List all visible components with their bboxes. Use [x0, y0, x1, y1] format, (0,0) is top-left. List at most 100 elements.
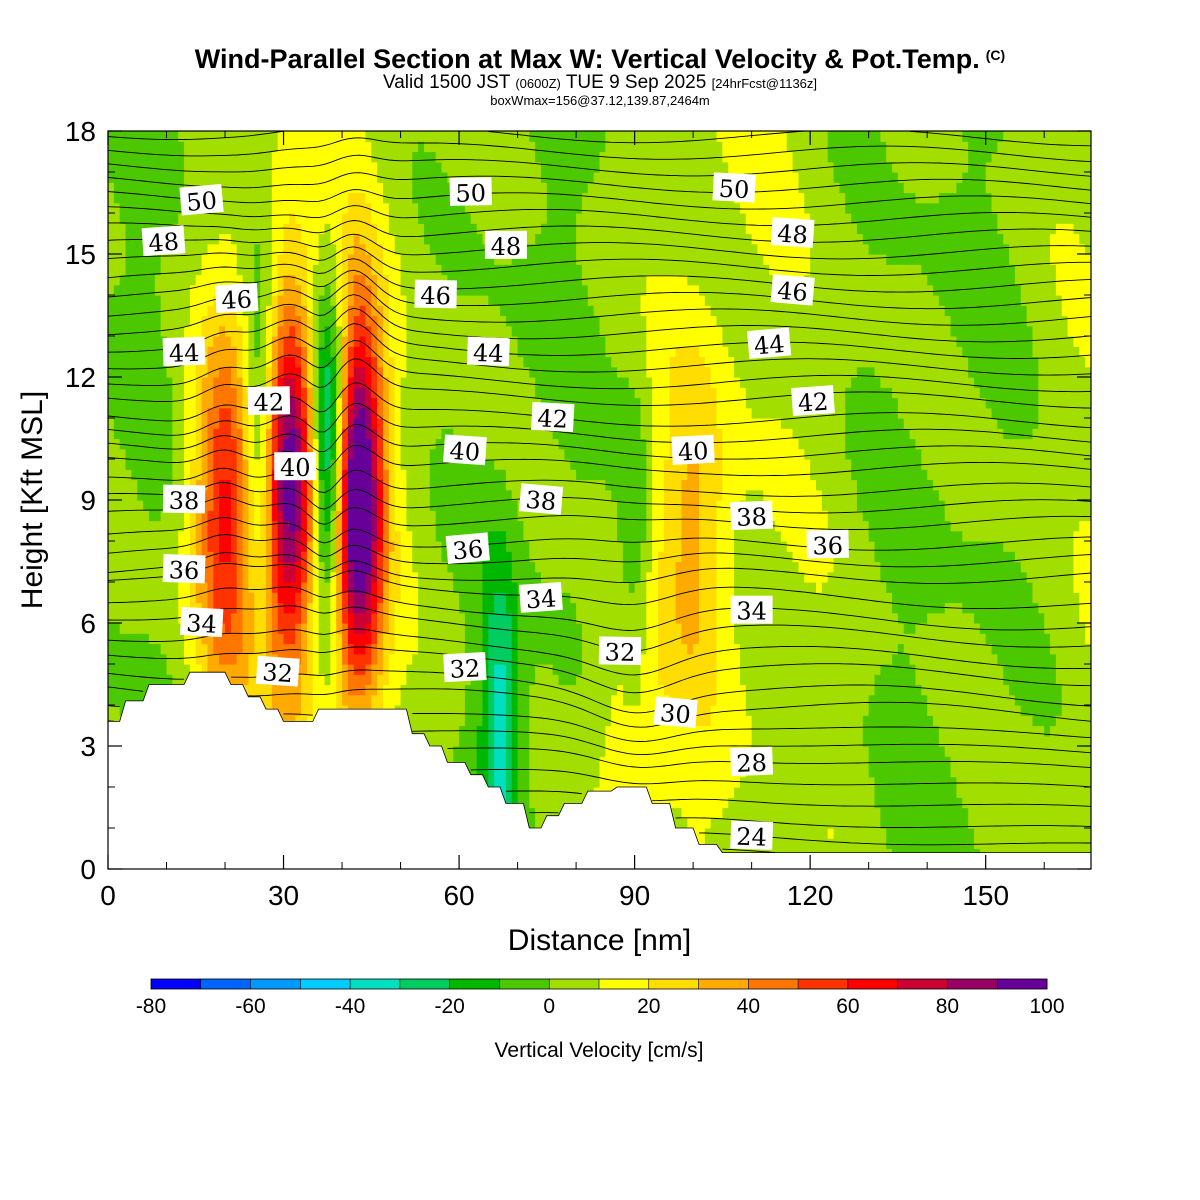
colorbar-tick-label: 40	[737, 995, 760, 1018]
theta-label: 46	[214, 283, 259, 315]
theta-contour-line	[108, 562, 1091, 610]
x-tick-label: 0	[100, 880, 116, 911]
theta-label-text: 40	[280, 454, 311, 482]
theta-contour-line	[108, 403, 1091, 444]
theta-contour-line	[108, 189, 1091, 210]
theta-label-text: 42	[797, 388, 829, 418]
x-tick-label: 120	[787, 880, 834, 911]
theta-label-text: 46	[221, 285, 253, 315]
colorbar-swatch	[847, 979, 899, 989]
theta-label-text: 40	[677, 437, 709, 467]
terrain-profile	[107, 671, 1092, 870]
theta-label-text: 30	[659, 699, 692, 730]
theta-label-text: 44	[753, 330, 786, 361]
theta-label-text: 38	[524, 486, 557, 517]
theta-label: 34	[518, 581, 563, 614]
theta-label: 38	[730, 500, 774, 532]
x-tick-label: 90	[619, 880, 650, 911]
y-tick-label: 3	[80, 731, 96, 762]
theta-label: 50	[712, 172, 756, 204]
theta-label: 48	[770, 217, 815, 250]
colorbar-swatch	[250, 979, 301, 989]
forecast-info: [24hrFcst@1136z]	[711, 76, 818, 91]
colorbar-tick-label: -40	[335, 995, 365, 1018]
theta-contour-line	[108, 323, 1091, 376]
theta-label: 44	[162, 336, 206, 368]
theta-label-text: 36	[812, 532, 843, 561]
colorbar-tick-label: -60	[235, 995, 265, 1018]
theta-label-text: 32	[604, 638, 635, 667]
theta-contour-line	[108, 646, 1091, 694]
y-tick-label: 15	[65, 239, 96, 270]
theta-label-text: 48	[491, 233, 522, 261]
theta-label: 46	[770, 274, 815, 307]
copyright-mark: (C)	[985, 47, 1006, 63]
theta-label-text: 32	[261, 658, 293, 688]
chart-title-text: Wind-Parallel Section at Max W: Vertical…	[194, 44, 980, 74]
x-axis-label: Distance [nm]	[508, 924, 691, 957]
valid-prefix: Valid 1500 JST	[382, 72, 511, 93]
colorbar-swatch	[748, 979, 799, 989]
y-tick-label: 18	[65, 116, 96, 147]
theta-label: 48	[141, 225, 186, 258]
theta-label: 44	[466, 336, 510, 368]
theta-label: 36	[445, 532, 490, 565]
theta-contour-line	[108, 339, 1091, 393]
colorbar-swatch	[698, 979, 749, 989]
theta-contour-line	[470, 768, 1091, 788]
theta-label-text: 42	[253, 388, 284, 417]
colorbar-swatch	[897, 979, 948, 989]
colorbar-tick-label: 0	[543, 995, 555, 1018]
theta-label: 32	[255, 655, 300, 688]
colorbar-swatch	[399, 979, 451, 989]
theta-contour-line	[108, 534, 1091, 568]
colorbar-label: Vertical Velocity [cm/s]	[495, 1039, 704, 1062]
theta-label-text: 34	[525, 584, 557, 614]
theta-label: 34	[179, 606, 224, 639]
colorbar-swatch	[151, 979, 202, 989]
theta-label-text: 32	[449, 654, 481, 684]
theta-contour-line	[108, 467, 1091, 497]
theta-label: 40	[443, 434, 487, 467]
theta-contours	[108, 131, 1091, 854]
y-tick-label: 9	[80, 485, 96, 516]
colorbar-swatch	[997, 979, 1048, 989]
theta-contour-line	[108, 294, 1091, 343]
theta-label: 40	[274, 452, 317, 482]
boxwmax-line: boxWmax=156@37.12,139.87,2464m	[490, 93, 710, 108]
colorbar-tick-label: -20	[434, 995, 464, 1018]
colorbar-swatch	[200, 979, 252, 989]
x-tick-label: 150	[962, 880, 1009, 911]
chart-title: Wind-Parallel Section at Max W: Vertical…	[0, 44, 1200, 75]
colorbar-tick-label: 20	[637, 995, 660, 1018]
theta-label: 28	[730, 746, 774, 778]
theta-label: 38	[518, 483, 564, 517]
theta-contour-line	[108, 482, 1091, 514]
theta-contour-line	[108, 358, 1091, 409]
theta-label-text: 40	[449, 437, 481, 467]
theta-contour-line	[108, 172, 1091, 193]
theta-label-text: 44	[168, 339, 200, 368]
colorbar-tick-label: 80	[936, 995, 959, 1018]
theta-label-text: 50	[455, 179, 486, 208]
theta-contour-line	[108, 552, 1091, 584]
theta-label-text: 42	[537, 404, 569, 434]
theta-contour-line	[108, 233, 1091, 260]
colorbar-tick-label: 60	[836, 995, 859, 1018]
colorbar: -80 -60 -40 -20 0 20 40 60 80 100 Vertical Velocit…	[136, 978, 1065, 1062]
theta-label: 34	[730, 595, 773, 626]
theta-contour-line	[108, 517, 1091, 551]
theta-contour-line	[108, 705, 1091, 742]
colorbar-swatch	[449, 979, 500, 989]
colorbar-swatch	[798, 979, 849, 989]
theta-label: 32	[443, 652, 487, 684]
theta-contour-line	[108, 246, 1091, 276]
x-tick-label: 60	[443, 880, 474, 911]
colorbar-swatch	[499, 979, 550, 989]
theta-label-text: 50	[718, 175, 750, 205]
theta-label: 30	[653, 696, 698, 730]
y-tick-label: 0	[80, 854, 96, 885]
